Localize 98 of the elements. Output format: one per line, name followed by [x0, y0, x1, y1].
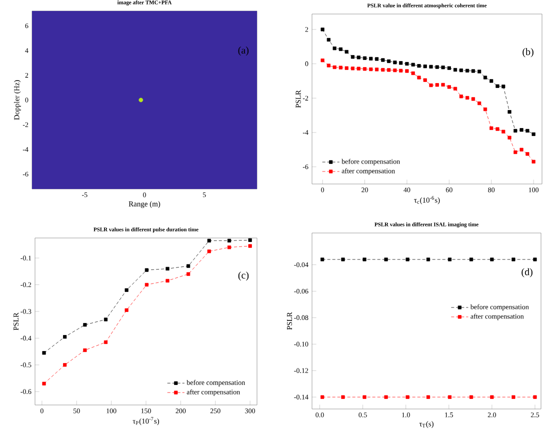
point	[453, 86, 458, 90]
point	[526, 128, 530, 133]
point	[508, 136, 512, 140]
point	[207, 238, 211, 242]
point	[393, 68, 397, 72]
point	[362, 56, 367, 60]
point	[186, 272, 190, 276]
point	[490, 79, 494, 83]
point	[326, 38, 330, 42]
point	[429, 64, 433, 69]
point	[124, 288, 128, 292]
point	[374, 68, 379, 72]
point	[369, 67, 373, 72]
point	[502, 130, 506, 134]
point	[526, 152, 530, 156]
point	[399, 68, 403, 72]
annotation: (d)	[522, 268, 532, 278]
annotation: (a)	[238, 46, 249, 56]
point	[405, 62, 409, 66]
point	[42, 382, 46, 386]
point	[166, 266, 170, 271]
point	[447, 85, 451, 89]
point	[326, 64, 330, 68]
point	[520, 128, 524, 132]
point	[478, 101, 482, 106]
point	[417, 64, 421, 68]
point	[417, 76, 421, 80]
point	[338, 47, 342, 51]
point	[496, 127, 500, 131]
point	[435, 65, 439, 69]
point	[344, 66, 348, 70]
point	[332, 65, 336, 70]
point	[490, 126, 494, 130]
point	[356, 66, 360, 70]
point	[478, 70, 482, 74]
point	[144, 282, 148, 287]
point	[104, 340, 108, 344]
point	[496, 84, 500, 88]
annotation: (b)	[522, 48, 534, 58]
point	[332, 46, 336, 50]
point	[423, 78, 427, 82]
point	[393, 60, 397, 64]
point	[207, 250, 211, 254]
point	[423, 64, 427, 68]
point	[483, 108, 488, 112]
point	[381, 58, 385, 62]
point	[338, 66, 342, 70]
point	[83, 348, 87, 352]
point	[387, 59, 391, 64]
point	[186, 264, 190, 268]
point	[381, 68, 385, 72]
point	[466, 96, 470, 100]
point	[369, 56, 373, 60]
point	[227, 238, 232, 242]
point	[405, 69, 409, 73]
point	[350, 55, 355, 59]
point	[248, 244, 252, 248]
point	[453, 68, 458, 72]
point	[502, 84, 506, 88]
point	[399, 61, 403, 65]
point	[532, 132, 536, 136]
point	[435, 83, 439, 87]
point	[83, 323, 87, 327]
point	[514, 128, 518, 133]
point	[483, 76, 488, 80]
point	[104, 318, 108, 322]
point	[356, 56, 360, 60]
point	[514, 150, 518, 154]
point	[441, 66, 445, 70]
point	[63, 363, 67, 367]
point	[429, 83, 433, 88]
point	[362, 67, 367, 71]
point	[471, 69, 476, 73]
point	[466, 68, 470, 72]
annotation: (c)	[238, 272, 249, 281]
point	[350, 66, 355, 70]
point	[63, 335, 67, 339]
point	[374, 57, 379, 61]
point	[320, 28, 324, 32]
point	[387, 68, 391, 72]
point	[459, 68, 463, 72]
point	[144, 268, 148, 272]
point	[532, 160, 536, 164]
point	[411, 62, 415, 66]
point	[248, 238, 252, 242]
point	[459, 94, 463, 98]
point	[471, 97, 476, 101]
point	[320, 58, 324, 62]
point	[344, 50, 348, 54]
point	[520, 148, 524, 152]
point	[508, 110, 512, 114]
point	[447, 66, 451, 70]
point	[441, 82, 445, 87]
point	[166, 278, 170, 283]
point	[124, 308, 128, 312]
point	[42, 351, 46, 355]
point	[411, 71, 415, 76]
point	[227, 246, 232, 250]
